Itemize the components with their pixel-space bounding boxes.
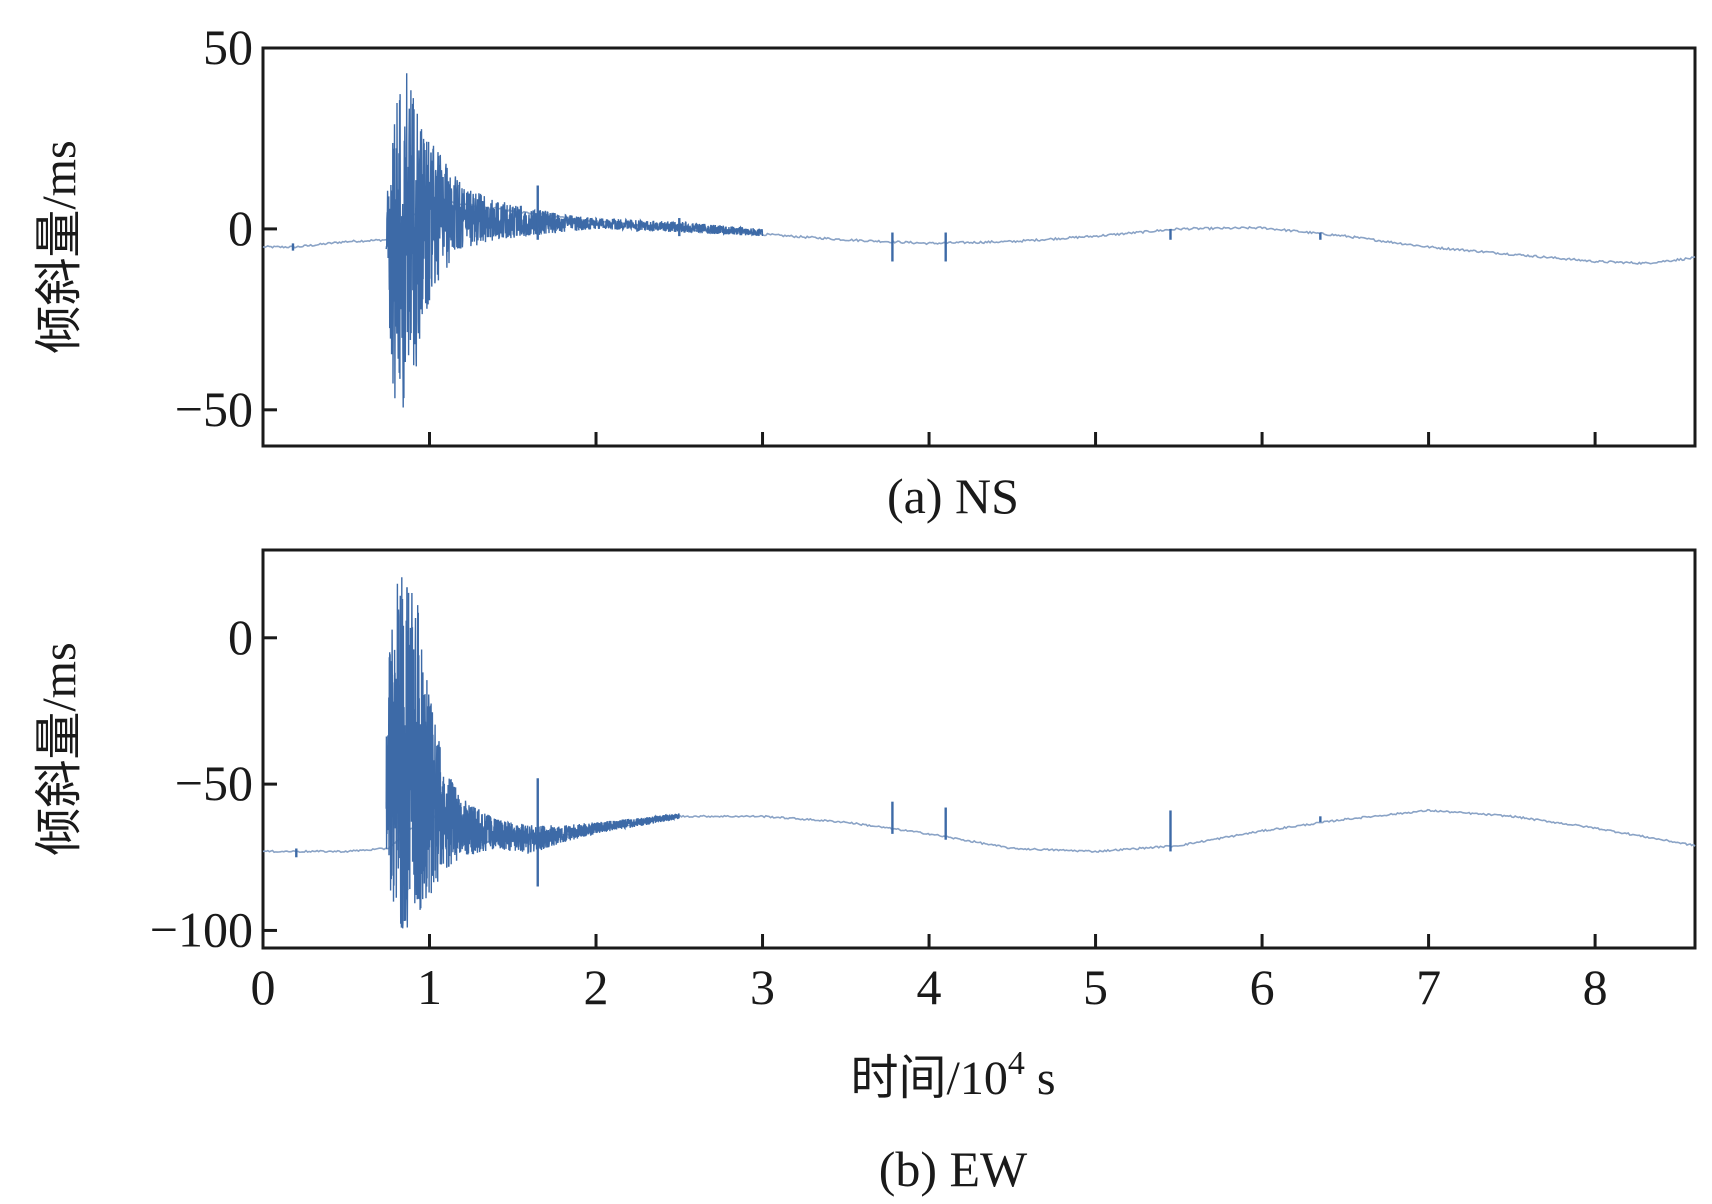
y-tick-label-ns: 0 [228, 200, 253, 256]
x-axis-title-main: 时间/10 [850, 1052, 1007, 1105]
ticks-ns: 50 0 −50 [175, 19, 1597, 446]
plot-area-ns [261, 46, 1697, 448]
x-tick-label-ew: 5 [1083, 959, 1108, 1015]
y-axis-title-ew: 倾斜量/ms [33, 642, 86, 855]
x-tick-label-ew: 4 [917, 959, 942, 1015]
y-tick-label-ew: −100 [150, 901, 253, 957]
plot-area-ew [261, 548, 1697, 950]
x-tick-label-ew: 2 [584, 959, 609, 1015]
x-tick-label-ew: 0 [251, 959, 276, 1015]
x-axis-title-exponent: 4 [1008, 1045, 1025, 1082]
x-tick-label-ew: 3 [750, 959, 775, 1015]
x-tick-label-ew: 1 [417, 959, 442, 1015]
series-ew [262, 577, 1696, 929]
x-axis-title: 时间/104 s [850, 1045, 1055, 1105]
x-tick-label-ew: 8 [1583, 959, 1608, 1015]
x-axis-title-unit: s [1037, 1052, 1056, 1105]
series-burst-ew [385, 577, 680, 929]
panel-ns: 50 0 −50 倾斜量/ms (a) NS [33, 19, 1697, 524]
y-tick-label-ew: −50 [175, 755, 253, 811]
y-tick-label-ns: −50 [175, 381, 253, 437]
y-axis-title-ns: 倾斜量/ms [33, 140, 86, 353]
y-tick-label-ns: 50 [203, 19, 253, 75]
x-tick-label-ew: 7 [1416, 959, 1441, 1015]
y-tick-label-ew: 0 [228, 609, 253, 665]
panel-caption-ew: (b) EW [879, 1141, 1028, 1197]
series-ns [262, 73, 1696, 408]
series-burst-ns [385, 73, 764, 408]
panel-caption-ns: (a) NS [887, 468, 1019, 524]
x-tick-label-ew: 6 [1250, 959, 1275, 1015]
